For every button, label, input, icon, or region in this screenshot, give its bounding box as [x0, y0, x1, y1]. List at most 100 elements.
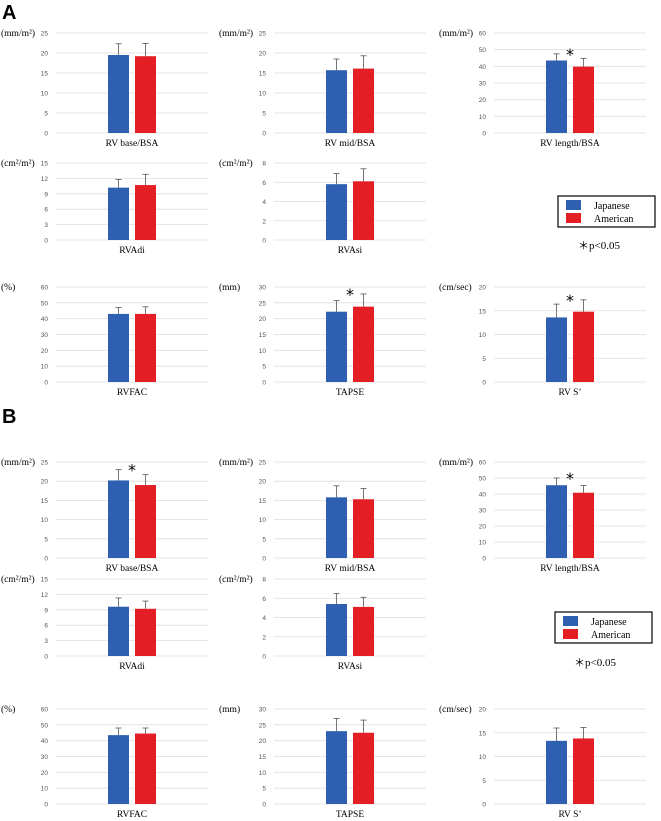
y-tick-label: 9	[44, 607, 48, 614]
chart-a-8: 0 5 10 15 20 (cm/sec) * RV S’	[439, 282, 646, 398]
y-tick-label: 40	[479, 64, 487, 71]
y-axis-unit: (mm)	[219, 704, 240, 715]
y-tick-label: 20	[479, 524, 487, 531]
y-tick-label: 30	[41, 332, 49, 339]
x-category-label: RV base/BSA	[106, 564, 159, 574]
y-tick-label: 0	[262, 380, 266, 387]
y-tick-label: 10	[479, 114, 487, 121]
y-tick-label: 0	[44, 380, 48, 387]
significance-star: *	[566, 291, 574, 310]
x-category-label: RVAdi	[119, 246, 145, 256]
y-tick-label: 20	[479, 707, 487, 714]
significance-star: *	[566, 469, 574, 488]
y-tick-label: 10	[259, 770, 267, 777]
y-tick-label: 10	[41, 364, 49, 371]
y-tick-label: 2	[262, 634, 266, 641]
bar-american	[573, 738, 594, 804]
chart-a-1: 0 5 10 15 20 25 (mm/m²) RV base/BSA	[1, 28, 208, 149]
y-tick-label: 5	[262, 536, 266, 543]
y-tick-label: 15	[259, 71, 267, 78]
y-tick-label: 25	[259, 31, 267, 38]
bar-japanese	[326, 70, 347, 133]
y-tick-label: 0	[44, 131, 48, 138]
y-tick-label: 5	[262, 786, 266, 793]
bar-american	[353, 306, 374, 382]
chart-a-6: 0 10 20 30 40 50 60 (%) RVFAC	[1, 282, 208, 398]
chart-b-8: 0 5 10 15 20 (cm/sec) RV S’	[439, 704, 646, 820]
bar-american	[353, 181, 374, 240]
bar-american	[353, 68, 374, 133]
chart-b-4: 0 3 6 9 12 15 (cm²/m²) RVAdi	[1, 574, 208, 672]
y-tick-label: 15	[259, 332, 267, 339]
x-category-label: RV base/BSA	[106, 139, 159, 149]
x-category-label: RVFAC	[117, 810, 147, 820]
x-category-label: RV length/BSA	[540, 564, 600, 574]
legend-swatch-japanese	[563, 616, 578, 626]
y-tick-label: 3	[44, 222, 48, 229]
y-tick-label: 15	[479, 730, 487, 737]
y-tick-label: 20	[259, 479, 267, 486]
bar-japanese	[546, 485, 567, 558]
y-tick-label: 10	[259, 348, 267, 355]
y-tick-label: 4	[262, 615, 266, 622]
y-tick-label: 25	[41, 460, 49, 467]
y-tick-label: 15	[479, 308, 487, 315]
y-tick-label: 25	[259, 460, 267, 467]
y-tick-label: 25	[259, 300, 267, 307]
bar-japanese	[326, 497, 347, 558]
chart-a-3: 0 10 20 30 40 50 60 (mm/m²) * RV length/BSA	[439, 28, 646, 149]
significance-note: ＊p<0.05	[578, 240, 620, 252]
y-axis-unit: (cm²/m²)	[1, 158, 35, 169]
y-tick-label: 60	[41, 707, 49, 714]
bar-japanese	[546, 317, 567, 382]
y-tick-label: 5	[482, 356, 486, 363]
y-tick-label: 30	[479, 81, 487, 88]
y-tick-label: 10	[479, 540, 487, 547]
y-tick-label: 15	[259, 498, 267, 505]
y-tick-label: 20	[41, 770, 49, 777]
bar-american	[135, 185, 156, 240]
panel-b-label: B	[2, 406, 16, 428]
y-tick-label: 40	[41, 738, 49, 745]
x-category-label: RV S’	[558, 810, 581, 820]
legend-swatch-japanese	[566, 200, 581, 210]
y-tick-label: 15	[259, 754, 267, 761]
bar-american	[135, 485, 156, 558]
x-category-label: TAPSE	[336, 810, 364, 820]
y-axis-unit: (mm/m²)	[439, 457, 473, 468]
y-tick-label: 0	[44, 556, 48, 563]
y-tick-label: 5	[44, 536, 48, 543]
y-tick-label: 8	[262, 577, 266, 584]
y-tick-label: 40	[41, 316, 49, 323]
legend-label-japanese: Japanese	[591, 617, 627, 628]
y-tick-label: 60	[41, 285, 49, 292]
bar-japanese	[108, 480, 129, 558]
y-axis-unit: (cm²/m²)	[1, 574, 35, 585]
y-tick-label: 10	[41, 91, 49, 98]
y-tick-label: 50	[41, 722, 49, 729]
bar-american	[135, 313, 156, 382]
y-tick-label: 0	[44, 654, 48, 661]
bar-american	[135, 56, 156, 134]
y-tick-label: 20	[41, 348, 49, 355]
y-tick-label: 10	[479, 754, 487, 761]
y-tick-label: 5	[44, 111, 48, 118]
legend-label-japanese: Japanese	[594, 201, 630, 212]
y-tick-label: 6	[262, 180, 266, 187]
bar-japanese	[546, 740, 567, 804]
panel-a-label: A	[2, 2, 16, 24]
chart-a-5: 0 2 4 6 8 (cm²/m²) RVAsi	[219, 158, 426, 256]
chart-b-2: 0 5 10 15 20 25 (mm/m²) RV mid/BSA	[219, 457, 426, 574]
legend-label-american: American	[591, 630, 630, 641]
bar-american	[135, 608, 156, 656]
x-category-label: RV mid/BSA	[325, 139, 376, 149]
y-tick-label: 0	[262, 802, 266, 809]
significance-star: *	[128, 461, 136, 480]
y-tick-label: 0	[262, 556, 266, 563]
chart-b-5: 0 2 4 6 8 (cm²/m²) RVAsi	[219, 574, 426, 672]
y-tick-label: 12	[41, 176, 49, 183]
y-axis-unit: (mm)	[219, 282, 240, 293]
chart-b-3: 0 10 20 30 40 50 60 (mm/m²) * RV length/BSA	[439, 457, 646, 574]
